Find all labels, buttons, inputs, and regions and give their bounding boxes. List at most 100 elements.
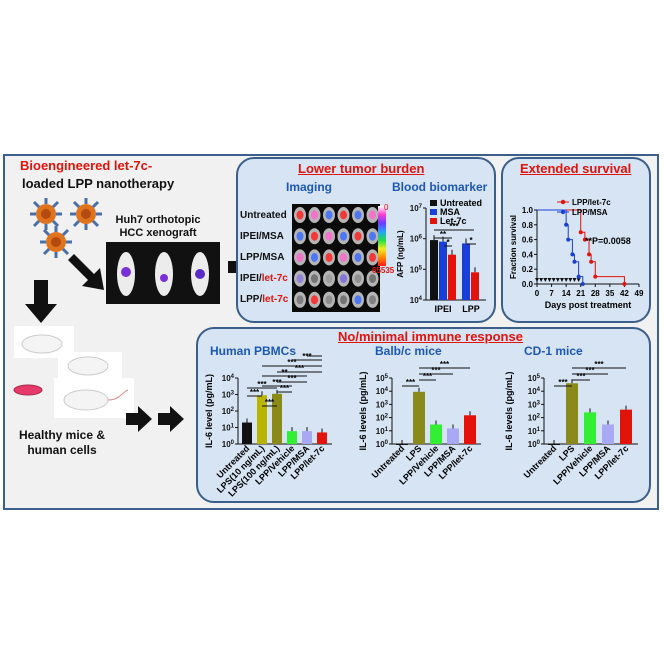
tumor-signal <box>369 252 376 262</box>
row-label-prefix: IPEI/MSA <box>240 231 284 242</box>
tumor-section-title: Lower tumor burden <box>298 161 425 176</box>
il6-significance-mark: *** <box>257 380 267 389</box>
xenograft-model-label: Huh7 orthotopic HCC xenograft <box>110 214 206 240</box>
il6-y-tick-label: 103 <box>376 400 389 409</box>
colorbar-top-label: 0 <box>384 203 389 212</box>
il6-y-tick-label: 101 <box>222 424 235 433</box>
immune-section-title: No/minimal immune response <box>338 329 523 344</box>
tumor-signal <box>340 231 347 241</box>
survival-point <box>570 252 575 257</box>
survival-point <box>576 274 581 279</box>
afp-bar <box>471 272 479 300</box>
il6-bar <box>447 428 459 444</box>
il6-bar <box>396 444 408 445</box>
survival-point <box>589 259 594 264</box>
tumor-signal <box>354 252 362 262</box>
il6-significance-mark: *** <box>250 388 260 397</box>
survival-legend-label: LPP/MSA <box>572 208 608 217</box>
il6-y-tick-label: 101 <box>376 427 389 436</box>
il6-significance-mark: *** <box>594 360 604 369</box>
il6-bar <box>242 422 252 444</box>
afp-significance-mark: * <box>469 236 473 245</box>
survival-point <box>566 237 571 242</box>
tumor-signal <box>311 231 318 241</box>
xenograft-mice-image <box>106 242 220 304</box>
il6-bar <box>317 432 327 444</box>
arrow-to-xenograft-icon <box>68 254 104 290</box>
survival-point <box>578 230 583 235</box>
afp-y-tick-label: 106 <box>410 235 423 244</box>
treatment-marker <box>564 278 569 282</box>
afp-legend-label: Untreated <box>440 198 482 208</box>
tumor-signal <box>354 231 362 241</box>
tumor-signal <box>296 210 304 220</box>
survival-y-tick-label: 0.2 <box>522 265 534 274</box>
afp-bar <box>462 243 470 300</box>
afp-group-label: IPEI <box>434 304 451 314</box>
il6-bar <box>302 431 312 444</box>
tumor-signal <box>340 252 347 262</box>
tumor-signal <box>354 210 362 220</box>
survival-x-tick-label: 35 <box>605 289 614 298</box>
il6-significance-mark: *** <box>423 372 433 381</box>
tumor-signal <box>311 252 318 262</box>
afp-y-tick-label: 105 <box>410 265 423 274</box>
afp-group-label: LPP <box>462 304 480 314</box>
afp-y-axis-label: AFP (ng/mL) <box>396 230 405 278</box>
survival-point <box>572 259 577 264</box>
tumor-signal <box>369 210 376 220</box>
arrow-down-icon <box>25 280 57 323</box>
il6-significance-mark: *** <box>576 372 586 381</box>
il6-significance-mark: *** <box>287 358 297 367</box>
imaging-background <box>292 204 380 312</box>
liver-imaging-grid <box>292 204 380 312</box>
survival-x-tick-label: 28 <box>591 289 600 298</box>
healthy-line-1: Healthy mice & <box>18 428 106 442</box>
nanoparticle-icon <box>30 198 62 230</box>
survival-x-tick-label: 49 <box>635 289 644 298</box>
afp-bar <box>430 240 438 300</box>
row-label-red: let-7c <box>261 273 288 284</box>
survival-y-tick-label: 1.0 <box>522 206 534 215</box>
survival-legend-label: LPP/let-7c <box>572 198 611 207</box>
nanoparticle-icon <box>40 226 72 258</box>
afp-significance-mark: *** <box>449 222 459 231</box>
xenograft-line-1: Huh7 orthotopic <box>115 214 201 226</box>
tumor-signal <box>369 231 376 241</box>
il6-significance-mark: *** <box>295 364 305 373</box>
mouse-icon <box>67 356 109 376</box>
healthy-mice-cells-illustration <box>13 326 134 418</box>
tumor-signal <box>340 295 347 305</box>
imaging-row-label: Untreated <box>240 205 294 226</box>
il6-y-tick-label: 105 <box>528 374 541 383</box>
row-label-prefix: IPEI/ <box>240 273 262 284</box>
il6-significance-mark: *** <box>265 398 275 407</box>
survival-panel <box>501 157 651 323</box>
il6-y-tick-label: 101 <box>528 427 541 436</box>
treatment-marker <box>568 278 573 282</box>
treatment-marker <box>576 278 581 282</box>
healthy-line-2: human cells <box>27 443 97 457</box>
survival-x-tick-label: 14 <box>562 289 571 298</box>
il6-significance-mark: *** <box>280 384 290 393</box>
il6-bar <box>287 431 297 444</box>
survival-point <box>564 222 569 227</box>
survival-y-tick-label: 0.6 <box>522 236 534 245</box>
tumor-signal <box>296 252 304 262</box>
survival-point <box>622 282 627 286</box>
survival-y-tick-label: 0.4 <box>522 250 534 259</box>
il6-y-tick-label: 100 <box>528 440 541 449</box>
il6-y-tick-label: 100 <box>376 440 389 449</box>
afp-legend-swatch <box>430 200 437 206</box>
il6-y-tick-label: 104 <box>222 374 235 383</box>
survival-x-axis-label: Days post treatment <box>545 300 632 310</box>
survival-y-axis-label: Fraction survival <box>509 215 518 279</box>
blood-biomarker-label: Blood biomarker <box>392 180 488 194</box>
il6-y-tick-label: 103 <box>222 391 235 400</box>
imaging-row-label: LPP/MSA <box>240 247 294 268</box>
afp-legend-label: MSA <box>440 207 461 217</box>
